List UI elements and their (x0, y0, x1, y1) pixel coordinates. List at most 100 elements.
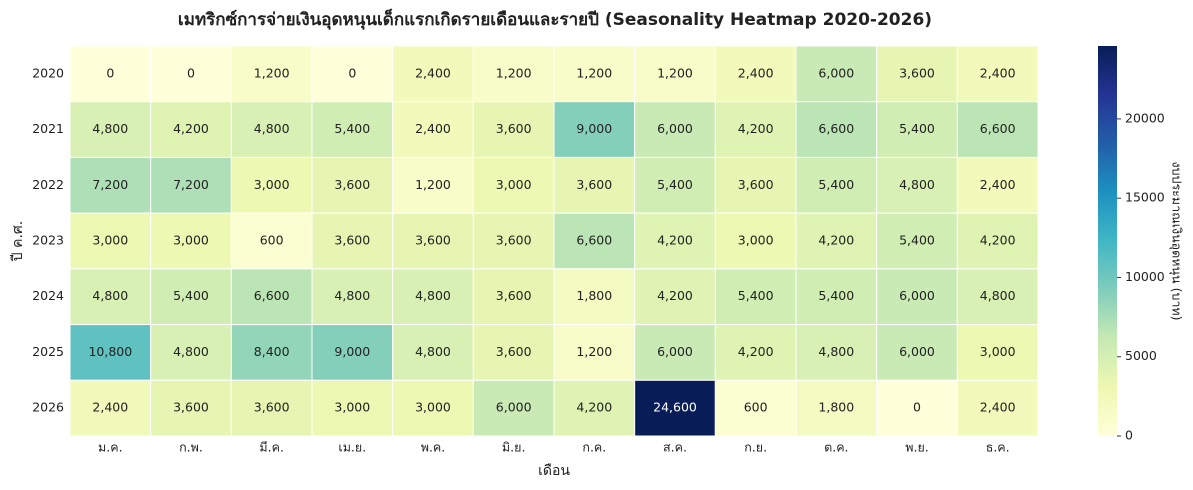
heatmap-cell (553, 156, 636, 214)
cell-label: 0 (913, 400, 921, 415)
cell-label: 2,400 (980, 65, 1016, 80)
chart-title: เมทริกซ์การจ่ายเงินอุดหนุนเด็กแรกเกิดราย… (178, 7, 932, 30)
cell-label: 4,800 (415, 344, 451, 359)
cell-label: 3,000 (496, 177, 532, 192)
cell-label: 9,000 (576, 121, 612, 136)
heatmap-cell (311, 101, 394, 158)
cell-label: 4,800 (173, 344, 209, 359)
cell-label: 6,000 (899, 344, 935, 359)
cell-label: 2,400 (415, 65, 451, 80)
cell-label: 5,400 (334, 121, 370, 136)
cell-label: 4,200 (738, 344, 774, 359)
x-tick-label: ก.ค. (582, 440, 606, 455)
heatmap-cell (472, 379, 555, 437)
cell-label: 600 (260, 233, 284, 248)
cell-label: 3,600 (576, 177, 612, 192)
cell-label: 3,600 (496, 344, 532, 359)
cell-label: 4,200 (980, 233, 1016, 248)
y-tick-label: 2026 (32, 400, 64, 415)
x-tick-label: มิ.ย. (502, 440, 526, 455)
heatmap-cell (392, 379, 474, 437)
cell-label: 4,800 (92, 121, 128, 136)
cell-label: 0 (106, 65, 114, 80)
cell-label: 4,800 (899, 177, 935, 192)
colorbar-tick-label: 5000 (1125, 348, 1157, 363)
cell-label: 1,800 (576, 288, 612, 303)
cell-label: 3,600 (334, 233, 370, 248)
heatmap-cell (876, 268, 958, 326)
heatmap-cell (472, 101, 555, 158)
heatmap-cell (230, 156, 313, 214)
heatmap-cell (956, 156, 1039, 214)
cell-label: 3,000 (254, 177, 290, 192)
heatmap-cell (795, 45, 878, 103)
colorbar-tick-label: 15000 (1125, 190, 1165, 205)
heatmap-cell (150, 379, 232, 437)
cell-label: 5,400 (899, 233, 935, 248)
cell-label: 3,000 (980, 344, 1016, 359)
colorbar-tick-label: 10000 (1125, 269, 1165, 284)
heatmap-cell (69, 45, 152, 103)
heatmap-cell (311, 45, 394, 103)
colorbar-tick-label: 0 (1125, 428, 1133, 443)
cell-label: 5,400 (738, 288, 774, 303)
x-tick-label: พ.ย. (905, 440, 929, 455)
heatmap-cell (392, 156, 474, 214)
cell-label: 4,200 (173, 121, 209, 136)
cell-label: 2,400 (92, 400, 128, 415)
heatmap-cell (714, 324, 797, 381)
x-tick-label: ก.ย. (744, 440, 767, 455)
heatmap-cell (956, 45, 1039, 103)
cell-label: 3,600 (496, 288, 532, 303)
x-tick-label: พ.ค. (421, 440, 446, 455)
cell-label: 3,000 (173, 233, 209, 248)
cell-label: 4,800 (415, 288, 451, 303)
heatmap-cell (472, 212, 555, 270)
cell-label: 0 (348, 65, 356, 80)
heatmap-cell (311, 379, 394, 437)
cell-label: 0 (187, 65, 195, 80)
heatmap-cell (795, 212, 878, 270)
cell-label: 3,600 (173, 400, 209, 415)
cell-label: 4,800 (92, 288, 128, 303)
cell-label: 3,600 (496, 233, 532, 248)
heatmap-cell (311, 156, 394, 214)
cell-label: 1,200 (576, 65, 612, 80)
heatmap-cell (472, 324, 555, 381)
cell-label: 6,600 (980, 121, 1016, 136)
cell-label: 24,600 (653, 400, 697, 415)
heatmap-cell (150, 212, 232, 270)
y-tick-label: 2021 (32, 121, 64, 136)
cell-label: 4,200 (818, 233, 854, 248)
cell-label: 5,400 (173, 288, 209, 303)
cell-label: 6,000 (496, 400, 532, 415)
cell-label: 3,600 (496, 121, 532, 136)
heatmap-cell (230, 212, 313, 270)
cell-label: 1,200 (254, 65, 290, 80)
cell-label: 1,200 (415, 177, 451, 192)
cell-label: 5,400 (657, 177, 693, 192)
y-tick-label: 2020 (32, 65, 64, 80)
x-tick-label: มี.ค. (259, 440, 284, 455)
cell-label: 2,400 (415, 121, 451, 136)
colorbar-tick-label: 20000 (1125, 110, 1165, 125)
cell-label: 6,000 (657, 344, 693, 359)
cell-label: 3,600 (738, 177, 774, 192)
x-tick-label: ต.ค. (824, 440, 848, 455)
heatmap-cell (311, 212, 394, 270)
heatmap-cell (956, 101, 1039, 158)
cell-label: 1,800 (818, 400, 854, 415)
cell-label: 2,400 (980, 177, 1016, 192)
x-axis-label: เดือน (538, 463, 570, 479)
heatmap-cell (150, 268, 232, 326)
cell-label: 3,600 (415, 233, 451, 248)
heatmap-cell (634, 101, 716, 158)
heatmap-cell (69, 324, 152, 381)
heatmap-cell (876, 212, 958, 270)
cell-label: 6,000 (818, 65, 854, 80)
cell-label: 9,000 (334, 344, 370, 359)
cell-label: 6,600 (818, 121, 854, 136)
cell-label: 10,800 (88, 344, 132, 359)
cell-label: 1,200 (576, 344, 612, 359)
heatmap-cell (956, 212, 1039, 270)
